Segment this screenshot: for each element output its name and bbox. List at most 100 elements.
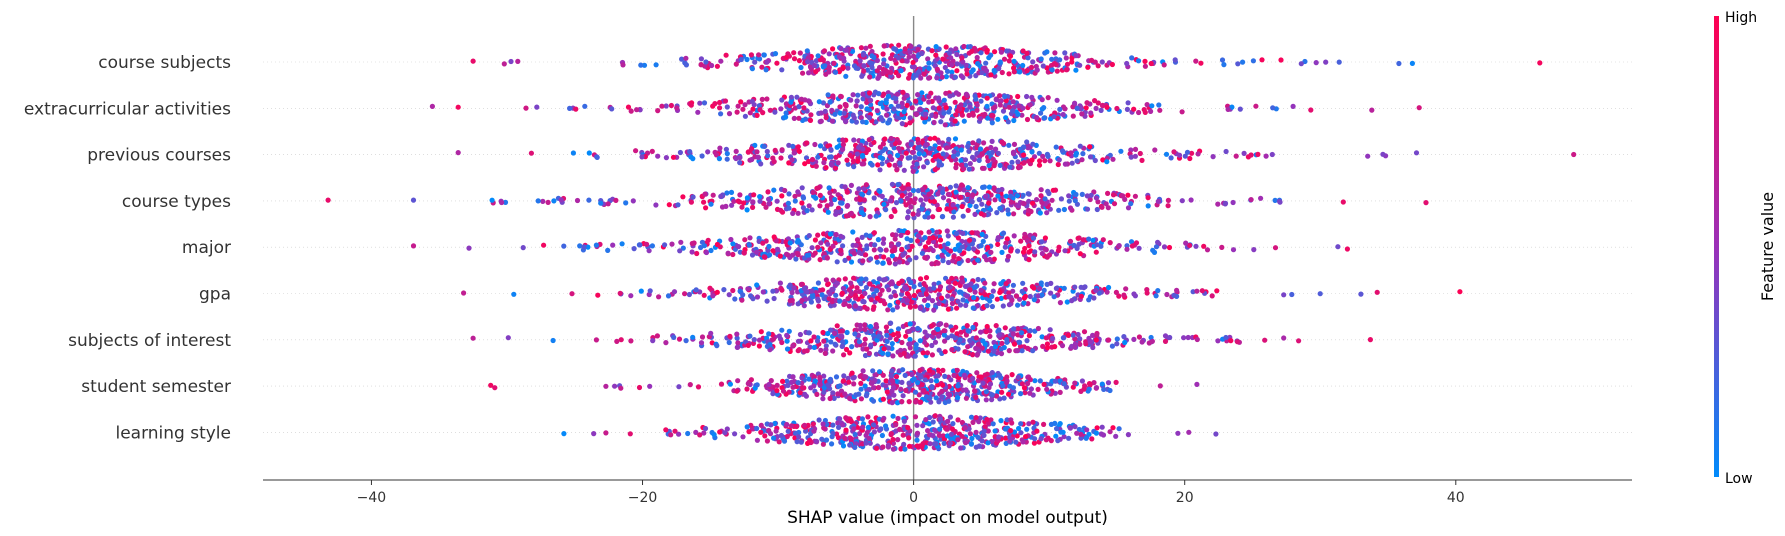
shap-point: [790, 143, 796, 149]
shap-point: [1011, 341, 1018, 347]
shap-point: [920, 350, 926, 356]
shap-point: [768, 378, 774, 384]
shap-point: [830, 422, 836, 428]
shap-point: [936, 432, 942, 438]
shap-point: [815, 185, 822, 191]
shap-point: [988, 249, 994, 255]
shap-point: [791, 150, 797, 156]
shap-point: [1148, 108, 1154, 114]
shap-point: [856, 144, 862, 150]
shap-point: [717, 429, 723, 435]
shap-point: [746, 242, 752, 248]
shap-point: [1048, 421, 1054, 427]
shap-point: [1010, 282, 1017, 288]
shap-point: [765, 189, 771, 195]
shap-point: [890, 378, 896, 384]
shap-point: [900, 297, 906, 304]
shap-point: [929, 333, 936, 339]
shap-point: [940, 56, 946, 62]
shap-point: [915, 325, 921, 332]
shap-point: [1121, 292, 1127, 298]
shap-point: [1571, 151, 1577, 158]
shap-point: [815, 280, 822, 286]
shap-point: [1042, 196, 1048, 202]
shap-point: [915, 136, 921, 142]
shap-point: [845, 65, 851, 71]
shap-point: [734, 335, 740, 341]
shap-point: [676, 431, 682, 437]
shap-point: [1007, 193, 1014, 199]
shap-point: [749, 252, 756, 258]
shap-point: [1161, 62, 1167, 68]
shap-point: [919, 382, 925, 388]
feature-row-points: [410, 227, 1350, 267]
shap-point: [639, 154, 645, 160]
shap-point: [1070, 384, 1076, 390]
shap-point: [919, 50, 925, 57]
shap-point: [922, 235, 928, 241]
shap-point: [940, 258, 946, 264]
shap-point: [807, 117, 814, 123]
shap-point: [997, 205, 1003, 211]
shap-point: [789, 157, 795, 163]
shap-point: [896, 280, 902, 286]
shap-point: [1165, 203, 1171, 209]
shap-point: [1165, 197, 1171, 203]
shap-point: [693, 287, 699, 293]
shap-point: [877, 188, 883, 194]
shap-point: [799, 385, 806, 391]
shap-point: [851, 251, 858, 257]
shap-point: [1052, 378, 1058, 384]
shap-point: [745, 381, 751, 387]
shap-point: [828, 339, 834, 345]
shap-point: [961, 250, 967, 256]
shap-point: [927, 136, 933, 142]
shap-point: [778, 432, 785, 439]
shap-point: [923, 196, 929, 202]
shap-point: [1365, 153, 1371, 159]
shap-point: [851, 164, 857, 170]
shap-point: [959, 112, 966, 118]
shap-point: [737, 249, 743, 255]
shap-point: [1044, 341, 1050, 347]
shap-point: [895, 400, 901, 406]
shap-point: [990, 421, 996, 427]
shap-point: [1146, 340, 1152, 346]
shap-point: [841, 352, 847, 358]
shap-point: [851, 275, 857, 281]
shap-point: [919, 206, 925, 212]
shap-point: [1073, 152, 1079, 158]
shap-point: [766, 331, 772, 337]
shap-point: [1222, 201, 1228, 207]
shap-point: [877, 144, 884, 150]
shap-point: [1219, 244, 1225, 250]
shap-point: [764, 59, 770, 65]
shap-point: [808, 299, 815, 305]
shap-point: [708, 247, 714, 254]
shap-point: [895, 103, 901, 109]
shap-point: [1053, 433, 1059, 439]
shap-point: [925, 56, 931, 62]
shap-point: [581, 244, 587, 250]
shap-point: [655, 153, 661, 159]
shap-point: [1209, 293, 1215, 299]
shap-point: [1027, 293, 1033, 300]
shap-point: [850, 229, 856, 235]
shap-point: [759, 64, 765, 70]
colorbar-high-label: High: [1725, 10, 1757, 26]
shap-point: [871, 429, 878, 435]
shap-point: [757, 198, 763, 204]
shap-point: [1015, 374, 1022, 380]
shap-point: [931, 285, 937, 291]
shap-point: [1114, 341, 1120, 347]
shap-point: [689, 249, 695, 255]
shap-point: [1086, 386, 1092, 392]
shap-point: [1277, 199, 1283, 205]
shap-point: [1011, 211, 1017, 217]
shap-point: [944, 433, 951, 439]
shap-point: [905, 209, 912, 215]
shap-point: [1000, 140, 1007, 146]
shap-point: [923, 291, 929, 297]
shap-point: [499, 199, 505, 206]
shap-point: [1024, 93, 1030, 100]
